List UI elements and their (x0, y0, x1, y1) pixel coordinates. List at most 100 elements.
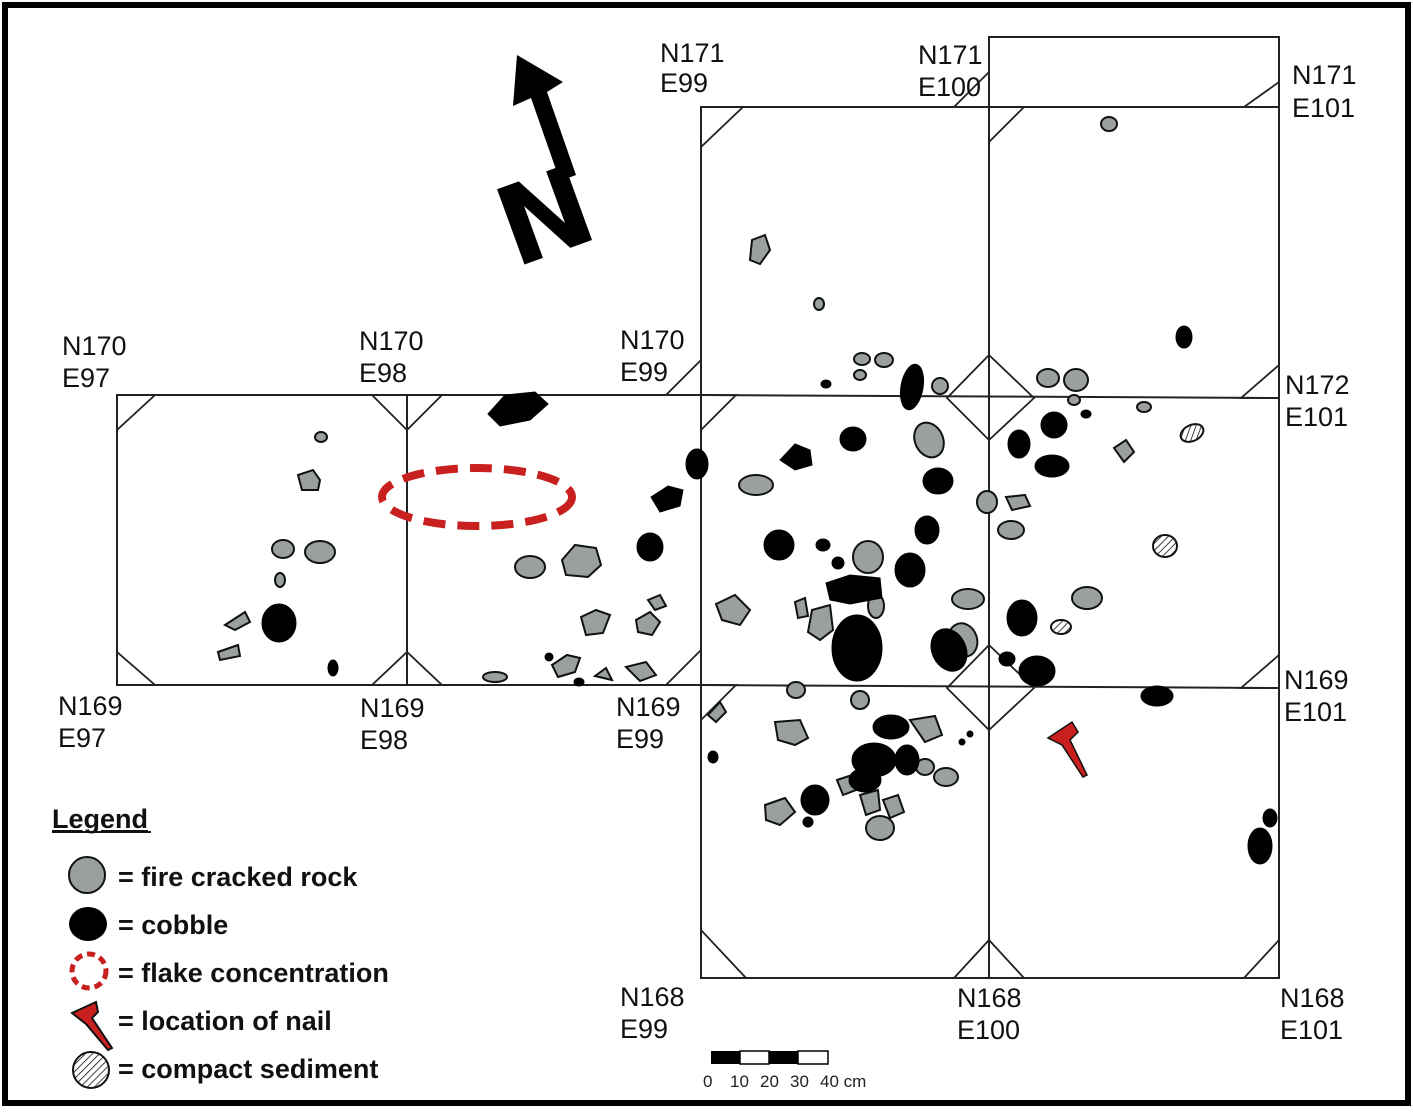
cobble-icon (69, 907, 107, 941)
cobble (899, 363, 925, 411)
fire-cracked-rock (763, 796, 797, 827)
grid-labels: N171 E99 N171 E100 N171 E101 N170 E97 N1… (58, 38, 1357, 1045)
grid-label-n: N170 (359, 326, 424, 356)
fire-cracked-rock (908, 714, 944, 744)
north-arrow-icon: N (480, 55, 610, 292)
grid-label-e: E100 (918, 72, 981, 102)
grid-label-e: E100 (957, 1015, 1020, 1045)
fire-cracked-rock (624, 660, 658, 683)
grid-label-n: N171 (660, 38, 725, 68)
cobble (573, 677, 585, 687)
scale-segment (769, 1051, 798, 1064)
cobble (872, 714, 910, 740)
fire-cracked-rock (850, 690, 870, 710)
fire-cracked-rock (913, 421, 945, 459)
cobble (707, 750, 719, 764)
excavation-grid (116, 36, 1280, 979)
fire-cracked-rock (1100, 116, 1118, 132)
grid-label-e: E99 (616, 724, 664, 754)
fire-cracked-rock (931, 377, 949, 395)
flake-concentration-area (378, 464, 576, 530)
scale-tick-label: 10 (730, 1072, 749, 1091)
cobble (763, 529, 795, 561)
scale-tick-label: 0 (703, 1072, 712, 1091)
cobble (815, 538, 831, 552)
fire-cracked-rock (706, 700, 728, 724)
cobble (914, 515, 940, 545)
north-letter: N (480, 141, 610, 293)
fire-cracked-rock (222, 610, 252, 632)
fire-cracked-rock (748, 233, 772, 266)
cobble (261, 603, 297, 643)
cobble (1140, 685, 1174, 707)
cobble (894, 552, 926, 588)
cobble (544, 652, 554, 662)
cobble (831, 614, 883, 682)
compact-sediments (1050, 423, 1205, 635)
legend-label-fire-cracked-rock: = fire cracked rock (118, 862, 358, 892)
fire-cracked-rock (806, 603, 835, 642)
grid-label-n: N169 (360, 693, 425, 723)
fire-cracked-rock (271, 539, 295, 559)
fire-cracked-rock (274, 572, 286, 588)
fire-cracked-rock (786, 681, 806, 699)
fire-cracked-rock (874, 352, 894, 368)
fire-cracked-rock (881, 793, 906, 820)
legend-label-flake-concentration: = flake concentration (118, 958, 389, 988)
cobble (802, 816, 814, 828)
compact-sediment (1179, 423, 1205, 443)
cobble (1007, 429, 1031, 459)
fire-cracked-rock (853, 369, 867, 381)
cobble (487, 391, 549, 427)
fire-cracked-rock (550, 653, 582, 679)
fire-cracked-rock (634, 610, 662, 637)
cobble (1080, 409, 1092, 419)
fire-cracked-rock (216, 643, 242, 662)
cobble (820, 379, 832, 389)
fire-cracked-rock (853, 352, 871, 366)
legend-label-nail: = location of nail (118, 1006, 332, 1036)
grid-label-e: E97 (62, 363, 110, 393)
fire-cracked-rock (1136, 401, 1152, 413)
grid-label-n: N169 (1284, 665, 1349, 695)
grid-label-n: N171 (918, 40, 983, 70)
scale-segment (739, 1050, 770, 1065)
fire-cracked-rock (858, 788, 882, 817)
fire-cracked-rock (865, 815, 895, 841)
fire-cracked-rock (813, 297, 825, 311)
legend-label-cobble: = cobble (118, 910, 228, 940)
scale-tick-label: 40 cm (820, 1072, 866, 1091)
fire-cracked-rock (1004, 493, 1032, 512)
fire-cracked-rock (933, 767, 959, 787)
fire-cracked-rock (646, 593, 668, 612)
fire-cracked-rock (296, 468, 322, 491)
cobble (998, 651, 1016, 667)
fire-cracked-rock (560, 543, 603, 579)
grid-label-e: E101 (1285, 402, 1348, 432)
grid-label-n: N168 (1280, 983, 1345, 1013)
cobble (1040, 411, 1068, 439)
cobble (894, 744, 920, 776)
cobble (1262, 808, 1278, 828)
cobble (779, 443, 813, 471)
cobble (958, 738, 966, 746)
cobble (650, 485, 684, 513)
grid-label-e: E101 (1284, 697, 1347, 727)
flake-concentration-icon (69, 951, 109, 991)
cobble (831, 556, 845, 570)
fire-cracked-rock (997, 520, 1025, 540)
cobble (685, 448, 709, 480)
compact-sediment (1152, 534, 1178, 558)
nail-icon (70, 1000, 114, 1052)
grid-label-n: N170 (620, 325, 685, 355)
fire-cracked-rock (951, 588, 985, 610)
unit-west-row (116, 394, 702, 686)
grid-label-e: E98 (359, 358, 407, 388)
scale-segment (797, 1050, 829, 1065)
grid-line-n170 (700, 394, 1280, 399)
fire-cracked-rock (738, 474, 774, 496)
legend: Legend = fire cracked rock = cobble = fl… (52, 804, 389, 1089)
cobble (1247, 827, 1273, 865)
